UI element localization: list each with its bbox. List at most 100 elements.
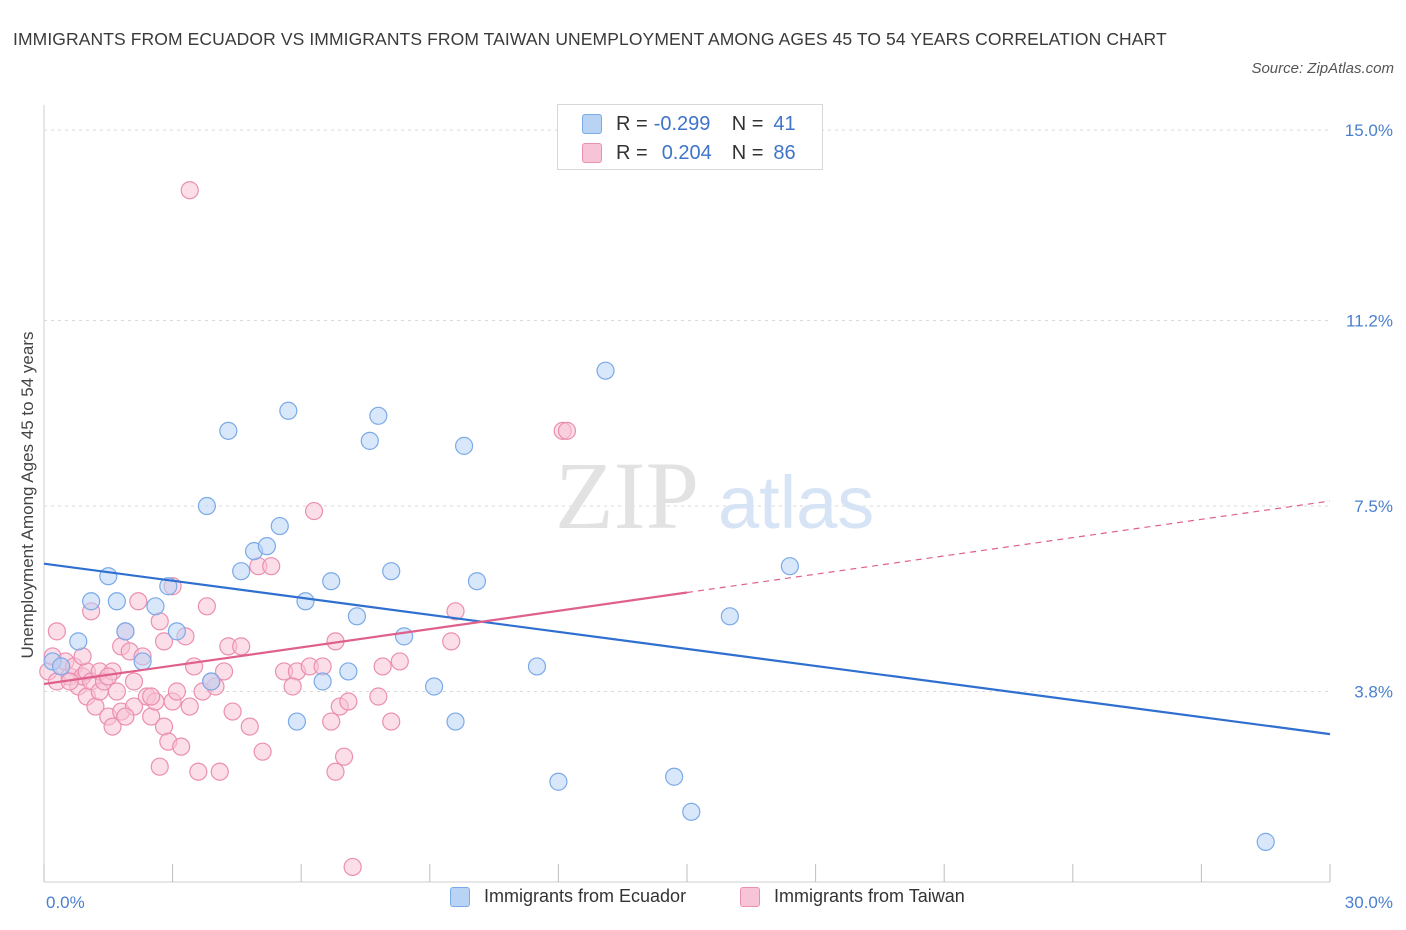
taiwan-point xyxy=(262,557,281,576)
legend-r-value: -0.299 xyxy=(653,112,711,135)
taiwan-point xyxy=(129,592,148,611)
legend-label-ecuador: Immigrants from Ecuador xyxy=(484,886,687,906)
x-tick-labels: 0.0% 30.0% xyxy=(46,893,1393,912)
legend-row-ecuador: R = -0.299 N = 41 xyxy=(582,109,796,139)
y-tick-label: 7.5% xyxy=(1354,497,1393,516)
legend-r-label: R = xyxy=(616,141,648,164)
ecuador-point xyxy=(69,632,88,651)
taiwan-point xyxy=(446,602,465,621)
legend-n-value: 41 xyxy=(773,112,796,135)
ecuador-point xyxy=(52,657,71,676)
ecuador-point xyxy=(454,436,474,455)
legend-r-label: R = xyxy=(616,112,648,135)
trend-line-taiwan xyxy=(43,591,688,686)
ecuador-point xyxy=(394,627,414,646)
ecuador-point xyxy=(527,657,547,676)
watermark-atlas: atlas xyxy=(718,461,874,544)
legend-n-value: 86 xyxy=(773,141,796,164)
legend-swatch-taiwan xyxy=(740,886,760,907)
ecuador-point xyxy=(382,562,401,581)
taiwan-point xyxy=(223,702,242,721)
x-tick-label: 0.0% xyxy=(46,893,85,912)
ecuador-point xyxy=(197,496,216,516)
taiwan-point xyxy=(124,672,144,691)
ecuador-point xyxy=(146,597,165,616)
chart-title: IMMIGRANTS FROM ECUADOR VS IMMIGRANTS FR… xyxy=(13,29,1167,49)
ecuador-point xyxy=(596,361,615,380)
trend-lines xyxy=(43,500,1331,736)
taiwan-point xyxy=(184,657,204,676)
taiwan-point xyxy=(326,762,345,781)
taiwan-point xyxy=(253,742,272,761)
ecuador-point xyxy=(424,677,444,696)
taiwan-point xyxy=(339,692,358,711)
legend-item-ecuador: Immigrants from Ecuador xyxy=(450,886,686,907)
ecuador-point xyxy=(232,562,251,581)
taiwan-point xyxy=(304,501,324,521)
taiwan-point xyxy=(322,712,341,731)
y-tick-labels: 15.0% 11.2% 7.5% 3.8% xyxy=(1345,121,1393,701)
taiwan-point xyxy=(150,757,169,776)
taiwan-point xyxy=(116,707,135,726)
ecuador-point xyxy=(107,592,126,611)
taiwan-point xyxy=(442,632,461,651)
taiwan-point xyxy=(382,712,401,731)
taiwan-point xyxy=(154,717,174,736)
ecuador-point xyxy=(167,622,186,641)
ecuador-point xyxy=(780,557,799,576)
legend-swatch-ecuador xyxy=(582,114,602,134)
ecuador-point xyxy=(99,567,118,586)
taiwan-point xyxy=(283,677,302,696)
taiwan-point xyxy=(142,687,161,706)
ecuador-point xyxy=(360,431,379,450)
grid-lines xyxy=(44,129,1330,693)
series-taiwan-points xyxy=(39,181,577,877)
taiwan-point xyxy=(390,652,409,671)
taiwan-point xyxy=(240,717,259,736)
taiwan-point xyxy=(107,682,126,701)
legend-item-taiwan: Immigrants from Taiwan xyxy=(740,886,965,907)
ecuador-point xyxy=(296,592,315,611)
ecuador-point xyxy=(257,537,277,556)
y-tick-label: 11.2% xyxy=(1346,312,1393,331)
legend-n-label: N = xyxy=(731,112,764,135)
taiwan-point xyxy=(154,632,174,651)
series-ecuador-points xyxy=(43,361,1275,851)
taiwan-point xyxy=(334,747,354,766)
ecuador-point xyxy=(720,607,739,626)
taiwan-point xyxy=(369,687,388,706)
taiwan-point xyxy=(189,762,208,781)
taiwan-point xyxy=(180,181,199,200)
taiwan-point xyxy=(73,647,92,666)
ecuador-point xyxy=(549,772,568,791)
legend-swatch-taiwan xyxy=(582,143,602,163)
legend-label-taiwan: Immigrants from Taiwan xyxy=(774,886,965,906)
y-tick-label: 3.8% xyxy=(1354,683,1393,702)
ecuador-point xyxy=(159,577,178,596)
legend-swatch-ecuador xyxy=(450,886,470,907)
taiwan-point xyxy=(197,597,216,616)
x-tick-label: 30.0% xyxy=(1345,893,1393,912)
ecuador-point xyxy=(467,572,487,591)
ecuador-point xyxy=(369,406,388,425)
legend-r-value: 0.204 xyxy=(661,141,712,164)
taiwan-point xyxy=(373,657,392,676)
ecuador-point xyxy=(270,516,289,536)
ecuador-point xyxy=(219,421,238,440)
taiwan-point xyxy=(557,421,577,440)
axes xyxy=(43,105,1331,883)
taiwan-point xyxy=(167,682,186,701)
source-label: Source: ZipAtlas.com xyxy=(1251,60,1394,77)
legend-n-label: N = xyxy=(731,141,764,164)
ecuador-point xyxy=(322,572,341,591)
trend-line-ecuador xyxy=(43,562,1331,736)
y-tick-label: 15.0% xyxy=(1345,121,1393,140)
ecuador-point xyxy=(287,712,307,731)
taiwan-point xyxy=(214,662,234,681)
watermark: ZIP atlas xyxy=(555,442,874,549)
taiwan-point xyxy=(210,762,229,781)
ecuador-point xyxy=(313,672,332,691)
ecuador-point xyxy=(116,622,135,641)
watermark-zip: ZIP xyxy=(555,442,699,549)
